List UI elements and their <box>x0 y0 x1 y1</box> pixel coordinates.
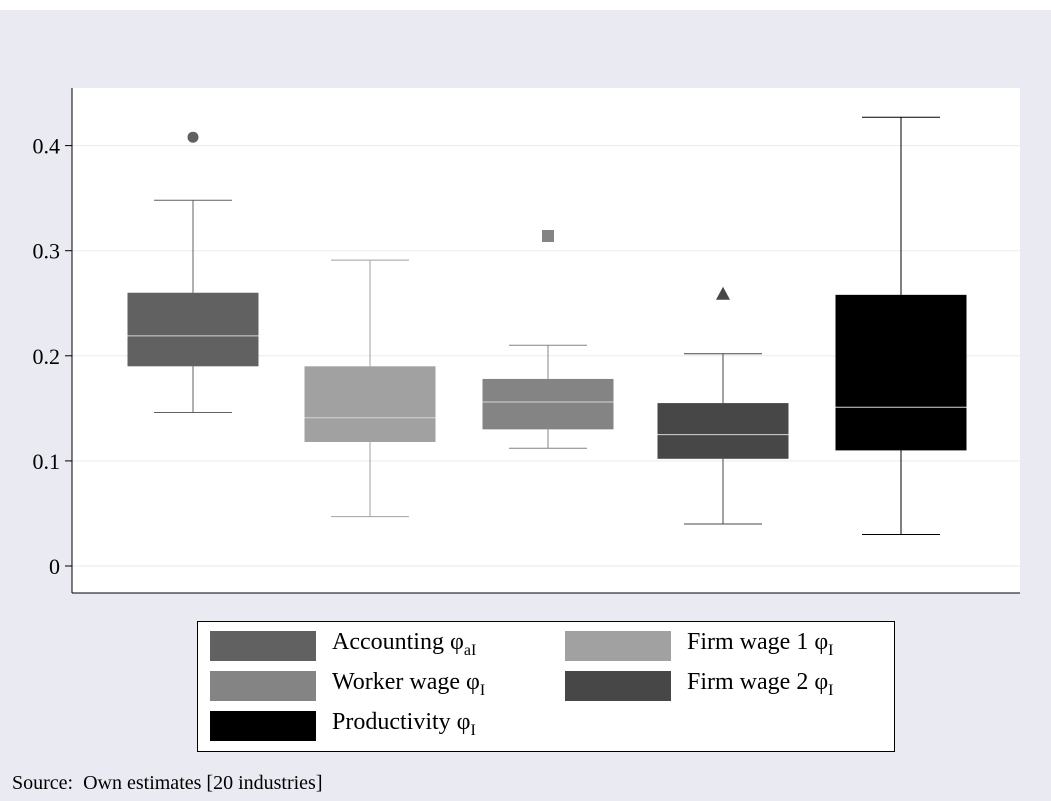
y-tick-label: 0.1 <box>33 449 61 474</box>
box <box>127 292 259 367</box>
y-tick-label: 0.3 <box>33 239 61 264</box>
y-axis-ticks: 0 0.1 0.2 0.3 0.4 <box>33 134 72 579</box>
box-group <box>127 131 259 414</box>
legend-label-firm-wage-2: Firm wage 2 φI <box>687 669 834 699</box>
legend-label-accounting: Accounting φaI <box>332 629 477 659</box>
chart-frame: 0 0.1 0.2 0.3 0.4 Accounting φaI Firm wage 1… <box>0 10 1051 801</box>
y-tick-label: 0 <box>49 554 60 579</box>
box-group <box>835 116 967 535</box>
y-tick-label: 0.4 <box>33 134 61 159</box>
box <box>304 366 436 442</box>
chart-canvas: 0 0.1 0.2 0.3 0.4 <box>33 88 1020 594</box>
source-note: Source: Own estimates [20 industries] <box>12 772 323 794</box>
legend: Accounting φaI Firm wage 1 φI Worker wag… <box>197 621 895 752</box>
outlier-point <box>716 286 730 300</box>
y-tick-label: 0.2 <box>33 344 61 369</box>
box <box>657 403 789 459</box>
legend-swatch-accounting <box>210 631 316 661</box>
legend-swatch-firm-wage-1 <box>565 631 671 661</box>
legend-label-productivity: Productivity φI <box>332 709 476 739</box>
legend-swatch-firm-wage-2 <box>565 671 671 701</box>
box-group <box>657 286 789 525</box>
outlier-point <box>187 131 199 143</box>
boxes <box>127 116 967 535</box>
legend-label-worker-wage: Worker wage φI <box>332 669 486 699</box>
box <box>835 294 967 451</box>
box <box>482 378 614 430</box>
box-group <box>304 259 436 518</box>
legend-swatch-productivity <box>210 711 316 741</box>
box-group <box>482 229 614 449</box>
legend-swatch-worker-wage <box>210 671 316 701</box>
legend-label-firm-wage-1: Firm wage 1 φI <box>687 629 834 659</box>
outlier-point <box>542 229 554 242</box>
